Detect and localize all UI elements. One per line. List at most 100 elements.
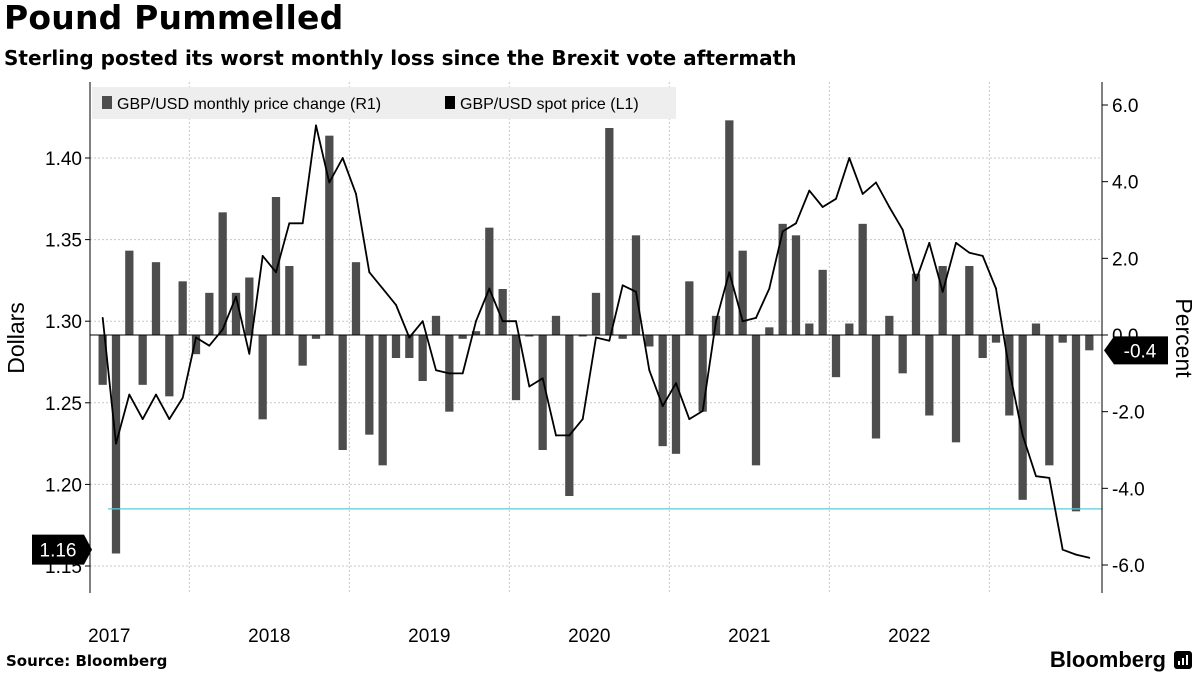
bar-monthly-change — [871, 335, 881, 439]
line-point — [901, 228, 904, 231]
line-point — [1088, 556, 1091, 559]
right-tick-label: 6.0 — [1112, 96, 1138, 117]
bar-monthly-change — [271, 197, 281, 335]
line-point — [888, 206, 891, 208]
left-tick-label: 1.40 — [45, 149, 82, 170]
line-point — [995, 287, 997, 290]
line-point — [128, 393, 131, 396]
line-point — [1048, 476, 1051, 479]
bar-monthly-change — [471, 331, 481, 335]
line-point — [315, 124, 317, 127]
line-point — [208, 344, 211, 347]
x-tick-label: 2019 — [408, 626, 450, 647]
line-point — [781, 230, 784, 233]
bar-monthly-change — [578, 335, 587, 337]
bar-monthly-change — [405, 335, 414, 358]
bar-monthly-change — [885, 315, 894, 335]
line-point — [475, 320, 477, 323]
bar-monthly-change — [98, 335, 107, 385]
line-point — [915, 279, 917, 282]
legend: GBP/USD monthly price change (R1) GBP/USD… — [92, 87, 676, 119]
right-tick-label: 4.0 — [1112, 173, 1138, 194]
bar-monthly-change — [791, 235, 801, 335]
line-point — [408, 336, 411, 339]
bar-monthly-change — [831, 335, 841, 378]
bar-monthly-change — [991, 335, 1001, 343]
line-point — [955, 241, 957, 244]
line-point — [155, 393, 157, 396]
line-point — [301, 222, 304, 225]
bloomberg-chart-icon — [1174, 651, 1192, 669]
line-point — [168, 418, 171, 421]
bar-monthly-change — [898, 335, 907, 374]
bar-monthly-change — [658, 335, 667, 447]
line-point — [341, 157, 344, 159]
line-point — [928, 241, 931, 244]
bar-monthly-change — [418, 335, 427, 381]
chart-subtitle: Sterling posted its worst monthly loss s… — [4, 46, 797, 70]
right-tick-label: -4.0 — [1112, 479, 1145, 500]
bar-monthly-change — [1031, 323, 1041, 335]
line-point — [688, 418, 691, 421]
bar-monthly-change — [151, 262, 161, 335]
line-point — [675, 382, 677, 385]
line-point — [768, 287, 771, 290]
bar-monthly-change — [618, 335, 627, 339]
line-point — [328, 181, 331, 184]
x-tick-label: 2021 — [728, 626, 770, 647]
line-point — [795, 222, 797, 225]
x-tick-label: 2022 — [888, 626, 930, 647]
bar-monthly-change — [258, 335, 267, 420]
line-point — [355, 193, 357, 195]
right-value-callout-text: -0.4 — [1124, 341, 1157, 362]
line-point — [555, 434, 557, 437]
line-point — [595, 336, 597, 339]
bar-monthly-change — [525, 335, 534, 337]
bar-monthly-change — [765, 327, 774, 335]
line-point — [1035, 475, 1037, 478]
bar-monthly-change — [778, 223, 787, 335]
bloomberg-logo: Bloomberg — [1049, 647, 1166, 672]
line-point — [941, 290, 944, 293]
bar-monthly-change — [485, 227, 494, 335]
legend-background — [92, 87, 676, 119]
bar-monthly-change — [178, 281, 187, 335]
line-point — [635, 290, 637, 293]
line-point — [875, 181, 877, 184]
bar-monthly-change — [365, 335, 374, 435]
bar-monthly-change — [685, 281, 694, 335]
line-point — [488, 287, 491, 290]
line-point — [1075, 553, 1077, 556]
axes-layer: 1.151.201.251.301.351.40-6.0-4.0-2.00.02… — [3, 82, 1197, 647]
bar-monthly-change — [138, 335, 147, 385]
bar-monthly-change — [911, 273, 921, 335]
line-point — [861, 193, 864, 195]
line-point — [541, 377, 544, 380]
line-point — [608, 339, 611, 342]
bar-monthly-change — [298, 335, 307, 366]
x-tick-label: 2020 — [568, 626, 610, 647]
line-point — [101, 317, 104, 319]
line-point — [435, 369, 437, 372]
line-point — [141, 418, 144, 421]
bar-monthly-change — [458, 335, 467, 339]
right-value-callout — [1104, 336, 1168, 365]
line-point — [981, 255, 984, 257]
right-tick-label: -2.0 — [1112, 403, 1145, 424]
line-point — [741, 320, 744, 323]
line-point — [1061, 548, 1064, 551]
line-point — [568, 434, 571, 437]
bar-monthly-change — [391, 335, 401, 358]
bar-monthly-change — [738, 250, 747, 335]
left-tick-label: 1.25 — [45, 394, 82, 415]
bar-monthly-change — [858, 223, 867, 335]
left-value-callout-text: 1.16 — [40, 541, 77, 562]
bar-monthly-change — [218, 212, 227, 335]
line-point — [1021, 434, 1024, 437]
bar-monthly-change — [1005, 335, 1014, 416]
line-point — [181, 397, 184, 399]
bar-monthly-change — [965, 266, 974, 335]
bar-monthly-change — [938, 266, 947, 335]
bar-monthly-change — [951, 335, 961, 443]
